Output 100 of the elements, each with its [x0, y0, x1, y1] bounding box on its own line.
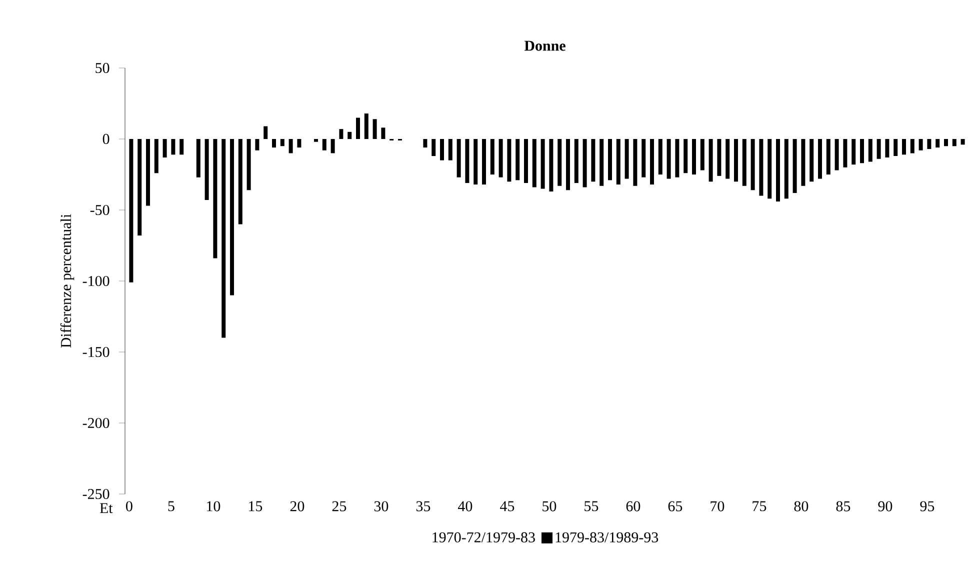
x-tick-label: 15	[249, 501, 262, 512]
bar	[801, 139, 806, 186]
bar	[222, 139, 226, 338]
bar	[776, 139, 780, 202]
bar	[591, 139, 596, 182]
x-tick-label: 5	[168, 501, 174, 512]
bar	[810, 139, 814, 182]
bar	[330, 139, 335, 154]
bar	[507, 139, 512, 182]
bar	[624, 139, 629, 179]
bar	[423, 139, 428, 148]
bar	[692, 139, 696, 174]
x-tick-label: 75	[752, 501, 766, 512]
x-tick-label: 25	[332, 501, 346, 512]
bar	[700, 139, 704, 170]
bar	[675, 139, 680, 178]
bar	[322, 139, 326, 150]
bar	[750, 139, 755, 190]
bar	[574, 139, 578, 184]
x-tick-label: 95	[920, 501, 934, 512]
bar	[834, 139, 839, 170]
x-tick-label: 85	[836, 501, 850, 512]
bar	[666, 139, 671, 179]
x-tick-label: 80	[794, 501, 808, 512]
bar	[876, 139, 881, 159]
bar	[339, 129, 344, 139]
y-tick-label: -200	[82, 418, 110, 428]
x-axis-title: Et	[100, 503, 113, 514]
x-tick-label: 60	[626, 501, 640, 512]
x-tick-label: 45	[500, 501, 514, 512]
bar	[532, 139, 536, 188]
bar	[784, 139, 788, 199]
bar	[154, 139, 158, 174]
bar	[960, 139, 965, 145]
bar	[524, 139, 528, 184]
bar	[792, 139, 797, 193]
bar	[381, 128, 386, 139]
bar	[616, 139, 620, 184]
bar	[910, 139, 914, 154]
bar	[600, 139, 604, 186]
x-tick-label: 40	[458, 501, 472, 512]
bar	[759, 139, 764, 196]
bar	[246, 139, 251, 190]
x-tick-label: 10	[207, 501, 220, 512]
bar	[162, 139, 167, 158]
bar	[213, 139, 218, 258]
x-tick-label: 35	[416, 501, 430, 512]
x-tick-label: 90	[878, 501, 892, 512]
bar	[516, 139, 520, 180]
bar	[465, 139, 470, 184]
bar	[742, 139, 746, 186]
text: 1970-72/1979-83	[432, 532, 535, 542]
bar	[280, 139, 284, 146]
bar	[238, 139, 242, 224]
bar	[180, 139, 184, 155]
bar	[566, 139, 570, 190]
bar	[927, 139, 932, 149]
bar	[138, 139, 142, 236]
legend-label: 1979-83/1989-93	[556, 532, 658, 542]
bar	[885, 139, 890, 158]
bar	[936, 139, 940, 148]
bar	[868, 139, 872, 162]
bar	[490, 139, 494, 174]
bar	[818, 139, 822, 179]
bar	[642, 139, 646, 178]
y-tick-label: 50	[96, 62, 110, 74]
x-tick-label: 65	[668, 501, 682, 512]
bar	[902, 139, 906, 155]
bar	[708, 139, 713, 182]
bar	[894, 139, 898, 156]
bar	[364, 113, 368, 139]
bar	[297, 139, 302, 148]
bar	[482, 139, 486, 184]
x-tick-label: 70	[710, 501, 724, 512]
bar	[456, 139, 461, 178]
bar	[264, 126, 268, 139]
y-tick-label: 0	[102, 134, 110, 144]
bar	[498, 139, 503, 178]
bar	[288, 139, 293, 154]
bar	[852, 139, 856, 165]
bar	[230, 139, 234, 296]
bar	[558, 139, 562, 186]
bar	[196, 139, 200, 178]
bar	[474, 139, 478, 184]
bar	[356, 118, 360, 139]
x-tick-label: 50	[542, 501, 556, 512]
bar	[348, 132, 352, 139]
bar	[272, 139, 276, 148]
bar	[372, 119, 377, 139]
y-tick-label: -50	[90, 204, 110, 216]
bar	[608, 139, 612, 180]
bar	[171, 139, 176, 155]
bar	[768, 139, 772, 199]
y-axis-title: Differenze percentuali	[60, 214, 74, 348]
bar	[314, 139, 318, 142]
bar	[684, 139, 688, 174]
x-tick-label: 20	[290, 501, 304, 512]
bar	[944, 139, 948, 146]
bar	[726, 139, 730, 179]
bar	[204, 139, 209, 200]
